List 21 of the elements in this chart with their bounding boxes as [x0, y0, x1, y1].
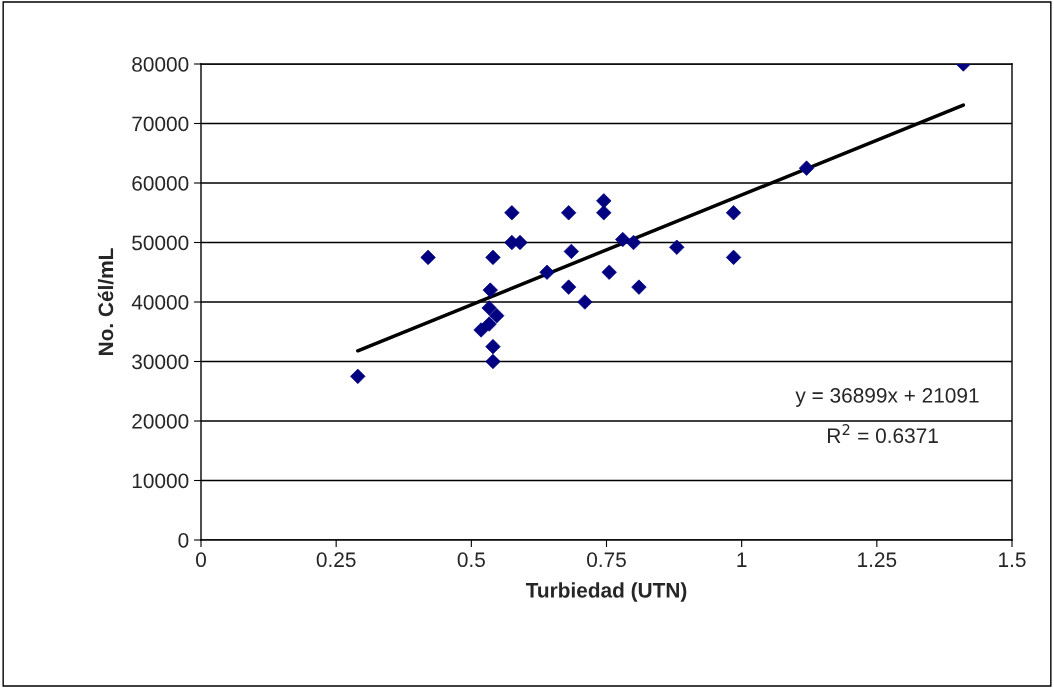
- y-tick-label: 20000: [132, 414, 189, 429]
- y-tick-label: 10000: [132, 473, 189, 489]
- y-tick-label: 0: [178, 533, 189, 548]
- point: [577, 294, 593, 310]
- x-tick-label: 1.5: [999, 552, 1026, 568]
- x-tick-label: 0: [196, 552, 206, 568]
- y-tick-label: 50000: [132, 235, 189, 251]
- y-tick-label: 70000: [132, 116, 189, 132]
- annotation: y = 36899x + 21091: [795, 388, 979, 407]
- x-tick-label: 0.25: [316, 552, 356, 568]
- x-tick-label: 0.75: [587, 552, 626, 568]
- y-axis-title: No. Cél/mL: [97, 248, 114, 356]
- x-tick-label: 1.25: [858, 552, 897, 568]
- x-tick-label: 0.5: [457, 552, 485, 568]
- y-tick-label: 40000: [131, 295, 189, 310]
- annotation: R$^{2}$ = 0.6371: [828, 424, 938, 444]
- x-tick-label: 1: [737, 552, 747, 567]
- x-axis-title: Turbiedad (UTN): [525, 582, 687, 602]
- y-tick-label: 60000: [132, 176, 189, 191]
- y-tick-label: 80000: [132, 57, 189, 72]
- y-tick-label: 30000: [132, 354, 189, 370]
